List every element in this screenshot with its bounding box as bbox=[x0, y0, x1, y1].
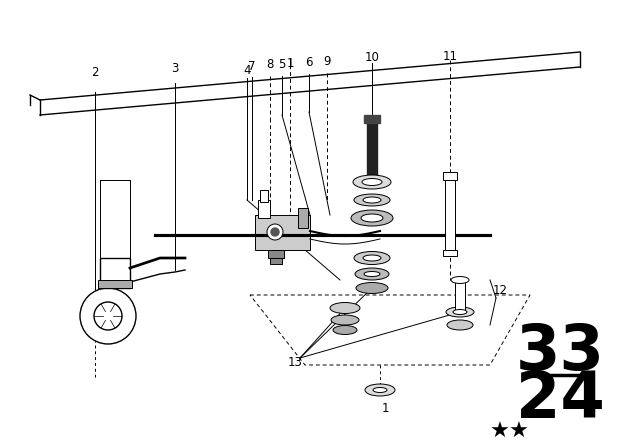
Ellipse shape bbox=[364, 271, 380, 276]
Ellipse shape bbox=[354, 194, 390, 206]
Ellipse shape bbox=[453, 310, 467, 314]
Bar bbox=[298, 208, 308, 228]
Ellipse shape bbox=[446, 307, 474, 317]
Text: 13: 13 bbox=[287, 356, 303, 369]
Ellipse shape bbox=[333, 326, 357, 335]
Text: 10: 10 bbox=[365, 51, 380, 64]
Bar bbox=[455, 280, 465, 312]
Text: 7: 7 bbox=[248, 60, 256, 73]
Ellipse shape bbox=[362, 178, 382, 185]
Bar bbox=[98, 280, 132, 288]
Bar bbox=[443, 250, 457, 256]
Ellipse shape bbox=[373, 388, 387, 392]
Bar bbox=[364, 115, 380, 123]
Text: 9: 9 bbox=[323, 55, 331, 68]
Bar bbox=[258, 200, 270, 218]
Ellipse shape bbox=[363, 255, 381, 261]
Bar bbox=[367, 120, 377, 175]
Ellipse shape bbox=[361, 214, 383, 222]
Ellipse shape bbox=[355, 268, 389, 280]
Circle shape bbox=[80, 288, 136, 344]
Ellipse shape bbox=[351, 210, 393, 226]
Ellipse shape bbox=[331, 315, 359, 325]
Bar bbox=[443, 172, 457, 180]
Bar bbox=[445, 180, 455, 250]
Text: 11: 11 bbox=[442, 49, 458, 63]
Ellipse shape bbox=[447, 320, 473, 330]
Bar bbox=[260, 190, 268, 202]
Text: 12: 12 bbox=[493, 284, 508, 297]
Bar bbox=[100, 258, 130, 288]
Bar bbox=[255, 215, 310, 250]
Polygon shape bbox=[250, 295, 530, 365]
Text: 5: 5 bbox=[278, 57, 285, 70]
Ellipse shape bbox=[451, 276, 469, 284]
Text: 8: 8 bbox=[266, 57, 274, 70]
Bar bbox=[268, 250, 284, 258]
Text: 2: 2 bbox=[92, 65, 99, 78]
Circle shape bbox=[271, 228, 279, 236]
Ellipse shape bbox=[354, 251, 390, 264]
Ellipse shape bbox=[363, 197, 381, 203]
Ellipse shape bbox=[353, 175, 391, 189]
Circle shape bbox=[94, 302, 122, 330]
Text: 6: 6 bbox=[305, 56, 313, 69]
Text: ★★: ★★ bbox=[490, 422, 530, 442]
Circle shape bbox=[267, 224, 283, 240]
Ellipse shape bbox=[330, 302, 360, 314]
Text: 24: 24 bbox=[516, 369, 604, 431]
Ellipse shape bbox=[356, 283, 388, 293]
Text: 1: 1 bbox=[381, 401, 388, 414]
Text: 3: 3 bbox=[172, 61, 179, 74]
Ellipse shape bbox=[365, 384, 395, 396]
Text: 4: 4 bbox=[243, 64, 251, 77]
Text: 1: 1 bbox=[286, 56, 294, 69]
Bar bbox=[270, 258, 282, 264]
Text: 33: 33 bbox=[515, 321, 605, 383]
